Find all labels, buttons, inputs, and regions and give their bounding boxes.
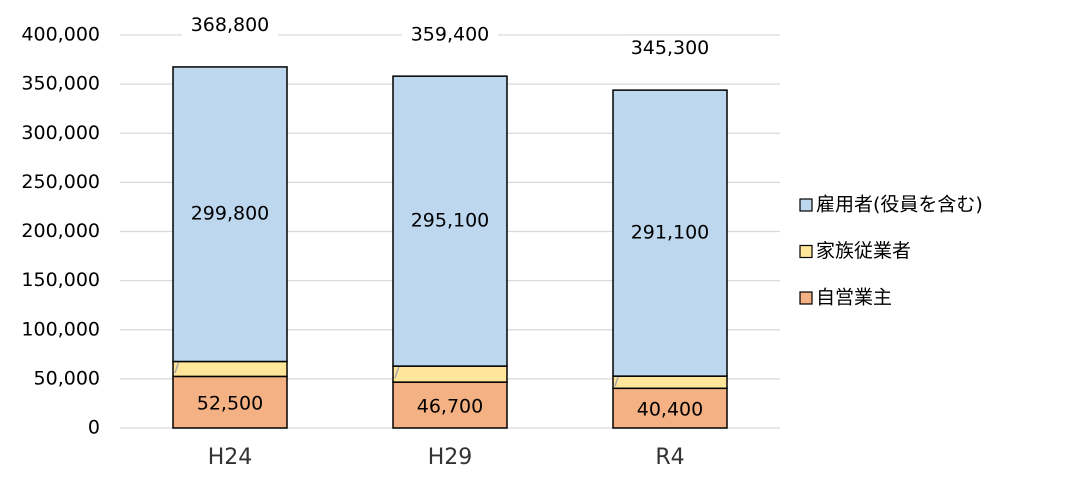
legend-swatch bbox=[799, 244, 813, 259]
bar-segment bbox=[392, 365, 508, 383]
y-tick-label: 100,000 bbox=[21, 318, 100, 340]
y-tick-label: 400,000 bbox=[21, 24, 100, 46]
legend-label: 雇用者(役員を含む) bbox=[816, 194, 983, 216]
bar-segment bbox=[392, 75, 508, 367]
x-tick-label: R4 bbox=[655, 445, 684, 470]
bar-segment bbox=[172, 375, 288, 429]
legend-swatch bbox=[799, 198, 813, 212]
total-label: 345,300 bbox=[631, 37, 710, 59]
bar-segment bbox=[612, 89, 728, 377]
data-label: 46,700 bbox=[417, 396, 483, 418]
data-label: 40,400 bbox=[637, 399, 703, 421]
total-label: 368,800 bbox=[191, 14, 270, 36]
bar-segment bbox=[612, 375, 728, 390]
total-label-bg bbox=[622, 35, 718, 62]
x-tick-label: H24 bbox=[208, 445, 253, 470]
y-tick-label: 250,000 bbox=[21, 171, 100, 193]
y-tick-label: 150,000 bbox=[21, 269, 100, 291]
data-label: 52,500 bbox=[197, 393, 263, 415]
bar-segment bbox=[612, 387, 728, 429]
total-label: 359,400 bbox=[411, 23, 490, 45]
total-label-bg bbox=[402, 21, 498, 48]
x-tick-label: H29 bbox=[428, 445, 473, 470]
data-label: 291,100 bbox=[631, 222, 710, 244]
y-tick-label: 50,000 bbox=[34, 367, 100, 389]
total-label-bg bbox=[182, 12, 278, 39]
legend-swatch bbox=[799, 291, 813, 305]
data-label: 299,800 bbox=[191, 203, 270, 225]
legend-label: 自営業主 bbox=[816, 287, 892, 309]
y-tick-label: 200,000 bbox=[21, 220, 100, 242]
bar-segment bbox=[172, 66, 288, 363]
y-tick-label: 300,000 bbox=[21, 122, 100, 144]
y-tick-label: 0 bbox=[88, 417, 100, 439]
y-tick-label: 350,000 bbox=[21, 73, 100, 95]
legend-label: 家族従業者 bbox=[816, 240, 911, 262]
data-label: 295,100 bbox=[411, 210, 490, 232]
bar-segment bbox=[172, 360, 288, 378]
